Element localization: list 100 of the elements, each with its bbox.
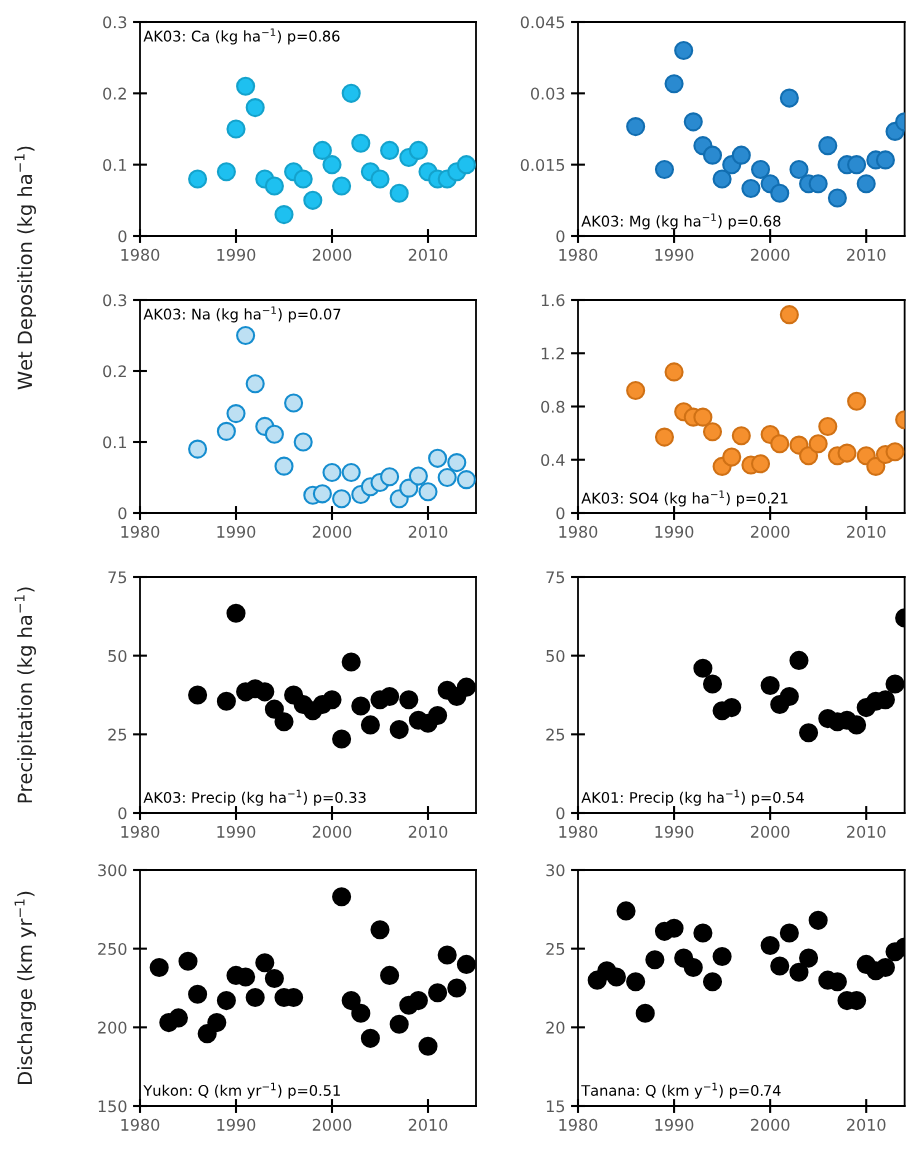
point — [428, 705, 448, 725]
point — [274, 456, 294, 476]
x-tick-label: 2000 — [750, 825, 790, 838]
point — [380, 467, 400, 487]
x-tick-label: 2000 — [750, 1118, 790, 1131]
point — [322, 155, 342, 175]
point — [274, 712, 294, 732]
x-tick-label: 2010 — [847, 525, 886, 538]
y-tick-label: 15 — [546, 1100, 565, 1113]
point — [226, 119, 246, 139]
y-tick-label: 0.3 — [103, 16, 127, 29]
point — [389, 1014, 409, 1034]
point — [606, 967, 626, 987]
point — [683, 112, 703, 132]
point — [341, 83, 361, 103]
y-tick-label: 0.1 — [103, 436, 127, 449]
y-tick-label: 0 — [118, 230, 127, 243]
y-tick-label: 250 — [98, 942, 127, 955]
point — [332, 176, 352, 196]
y-tick-label: 0.2 — [103, 365, 126, 378]
x-tick-label: 2000 — [312, 1118, 352, 1131]
point — [226, 603, 246, 623]
point — [380, 965, 400, 985]
point — [456, 954, 476, 974]
point — [351, 1003, 371, 1023]
point — [428, 448, 448, 468]
point — [626, 380, 646, 401]
point — [245, 374, 265, 394]
point — [341, 991, 361, 1011]
point — [779, 305, 799, 325]
x-tick-label: 1990 — [217, 825, 256, 838]
point — [245, 987, 265, 1007]
point — [750, 159, 771, 179]
point — [380, 687, 400, 707]
point — [312, 484, 332, 504]
point — [789, 159, 809, 179]
point — [847, 715, 867, 735]
y-tick-label: 30 — [546, 864, 565, 877]
annotation: Yukon: Q (km yr$^{−1}$) p=0.51 — [143, 1082, 340, 1099]
point — [389, 183, 409, 203]
point — [847, 155, 867, 175]
point — [216, 991, 236, 1011]
y-tick-label: 0.3 — [103, 294, 127, 307]
point — [341, 462, 361, 483]
point — [770, 956, 790, 976]
point — [616, 901, 636, 921]
y-tick-label: 200 — [98, 1021, 127, 1034]
point — [264, 176, 284, 196]
x-tick-label: 1990 — [655, 525, 694, 538]
point — [264, 699, 284, 719]
y-tick-label: 0.03 — [530, 87, 565, 100]
y-tick-label: 1.6 — [541, 294, 565, 307]
point — [437, 945, 457, 965]
annotation: AK03: SO4 (kg ha$^{−1}$) p=0.21 — [581, 490, 788, 507]
point — [332, 887, 352, 907]
point — [779, 687, 799, 707]
point — [731, 426, 751, 446]
point — [654, 159, 675, 179]
y-tick-label: 0.8 — [541, 400, 565, 413]
y-tick-label: 0 — [118, 807, 127, 820]
y-axis-title: Wet Deposition (kg ha$^{−1}$) — [14, 146, 36, 390]
point — [702, 674, 723, 694]
point — [255, 953, 275, 973]
point — [303, 190, 323, 210]
point — [332, 729, 352, 749]
annotation: AK01: Precip (kg ha$^{−1}$) p=0.54 — [581, 789, 804, 806]
y-axis-title: Discharge (km yr$^{−1}$) — [14, 891, 36, 1084]
y-tick-label: 0.2 — [103, 87, 126, 100]
point — [456, 470, 476, 490]
point — [799, 446, 819, 466]
point — [437, 467, 457, 488]
point — [693, 407, 713, 427]
x-tick-label: 1990 — [655, 1118, 694, 1131]
point — [635, 1003, 655, 1023]
y-tick-label: 150 — [98, 1100, 127, 1113]
point — [750, 454, 771, 474]
point — [770, 434, 790, 454]
x-tick-label: 1980 — [559, 825, 598, 838]
point — [712, 946, 732, 967]
point — [770, 183, 790, 203]
y-tick-label: 0 — [556, 507, 565, 520]
point — [818, 136, 838, 156]
point — [885, 442, 905, 462]
point — [664, 74, 684, 94]
point — [216, 691, 236, 711]
annotation: AK03: Na (kg ha$^{−1}$) p=0.07 — [143, 306, 341, 323]
point — [779, 88, 799, 108]
point — [370, 169, 390, 189]
annotation: AK03: Precip (kg ha$^{−1}$) p=0.33 — [143, 789, 366, 806]
point — [312, 140, 332, 160]
y-tick-label: 0 — [118, 507, 127, 520]
y-axis-title: Precipitation (kg ha$^{−1}$) — [14, 587, 36, 803]
point — [808, 910, 828, 930]
y-tick-label: 25 — [546, 942, 565, 955]
point — [360, 1028, 380, 1048]
point — [456, 677, 476, 697]
x-tick-label: 1980 — [121, 1118, 160, 1131]
point — [664, 918, 684, 938]
point — [760, 935, 780, 956]
point — [799, 948, 819, 968]
